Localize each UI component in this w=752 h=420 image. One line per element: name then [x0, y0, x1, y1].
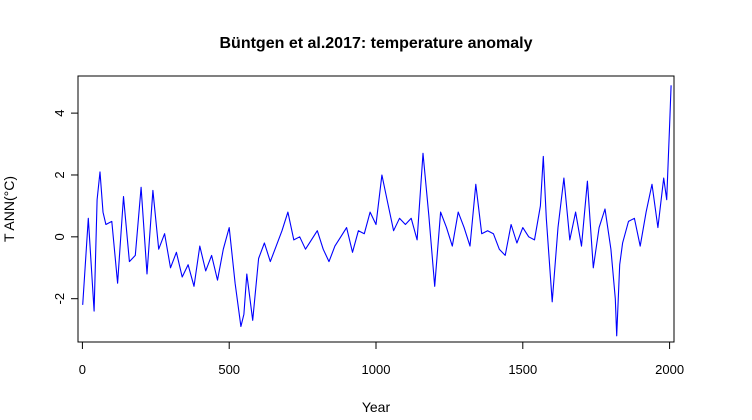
- x-tick-label: 500: [218, 362, 240, 377]
- y-tick-label: 4: [52, 109, 67, 116]
- y-axis-label: T ANN(°C): [1, 176, 17, 242]
- series-layer: [82, 85, 672, 337]
- x-axis-label: Year: [362, 399, 391, 415]
- y-tick-label: 2: [52, 171, 67, 178]
- x-tick-label: 1000: [362, 362, 391, 377]
- y-tick-label: 0: [52, 233, 67, 240]
- series-line-0: [82, 85, 672, 337]
- y-tick-label: -2: [52, 293, 67, 305]
- x-tick-label: 2000: [655, 362, 684, 377]
- x-tick-label: 0: [79, 362, 86, 377]
- x-axis: 0 500 1000 1500 2000: [79, 341, 684, 377]
- chart-title: Büntgen et al.2017: temperature anomaly: [220, 35, 533, 52]
- x-tick-label: 1500: [508, 362, 537, 377]
- y-axis: -2 0 2 4: [52, 109, 78, 304]
